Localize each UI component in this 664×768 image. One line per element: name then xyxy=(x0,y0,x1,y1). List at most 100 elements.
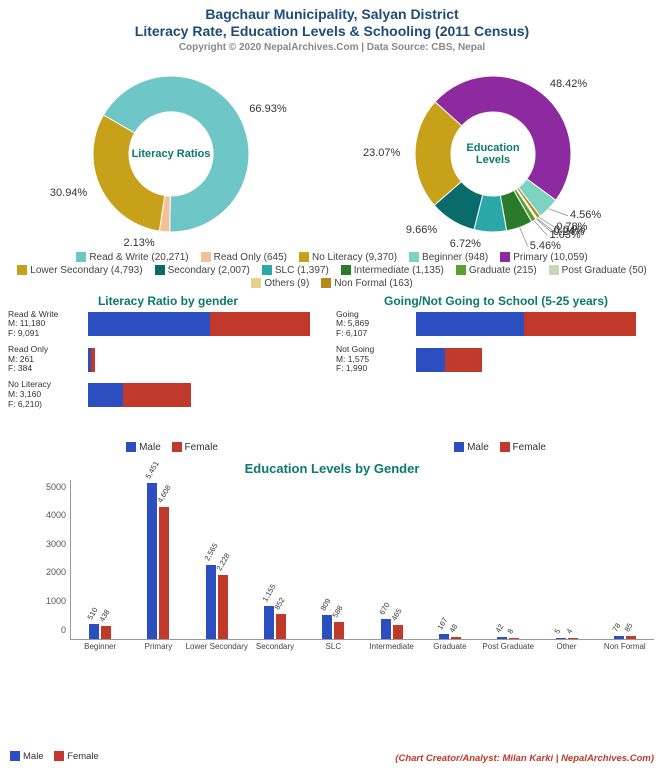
vbar-value: 42 xyxy=(494,623,506,635)
vbar-value: 809 xyxy=(319,597,333,612)
title-line-2: Literacy Rate, Education Levels & School… xyxy=(0,23,664,40)
vbar-value: 48 xyxy=(447,623,459,635)
hbar-female xyxy=(445,348,482,372)
title-block: Bagchaur Municipality, Salyan District L… xyxy=(0,0,664,55)
legend-swatch xyxy=(299,252,309,262)
vbar-male: 670 xyxy=(381,619,391,638)
hbar-male xyxy=(416,312,524,336)
hbar-left-title: Literacy Ratio by gender xyxy=(8,294,328,308)
hbar-bars xyxy=(88,312,328,336)
donut-literacy-center: Literacy Ratios xyxy=(131,148,211,160)
vbar-value: 852 xyxy=(273,596,287,611)
legend-item: SLC (1,397) xyxy=(262,265,329,276)
hbar-right: Going/Not Going to School (5-25 years) G… xyxy=(336,294,656,453)
vbar-female: 85 xyxy=(626,636,636,638)
pct-label: 5.46% xyxy=(530,240,561,252)
pct-label: 23.07% xyxy=(363,147,400,159)
hbar-label: GoingM: 5,869F: 6,107 xyxy=(336,310,416,339)
vbar-xlabel: Graduate xyxy=(433,642,466,651)
male-swatch xyxy=(10,751,20,761)
legend-swatch xyxy=(456,265,466,275)
donut-slice xyxy=(93,115,165,231)
vbar-male: 78 xyxy=(614,636,624,638)
legend-item: Graduate (215) xyxy=(456,265,537,276)
legend-item: Secondary (2,007) xyxy=(155,265,250,276)
legend-item: Lower Secondary (4,793) xyxy=(17,265,142,276)
legend-swatch xyxy=(341,265,351,275)
vbar-value: 670 xyxy=(377,601,391,616)
legend-label: Primary (10,059) xyxy=(513,252,587,263)
vbar-xlabel: Beginner xyxy=(84,642,116,651)
legend-label: Lower Secondary (4,793) xyxy=(30,265,142,276)
vbar-xlabel: Non Formal xyxy=(604,642,646,651)
vbar-group: 42 8 Post Graduate xyxy=(479,637,537,638)
vbar-female: 2,228 xyxy=(218,575,228,639)
vbar-female: 438 xyxy=(101,626,111,639)
vbar-value: 4,608 xyxy=(156,483,173,504)
vbar-female: 4,608 xyxy=(159,507,169,639)
hbar-female xyxy=(123,383,191,407)
vbar-group: 809 588 SLC xyxy=(304,615,362,638)
donut-education-center: Education Levels xyxy=(453,142,533,166)
hbar-row: Not GoingM: 1,575F: 1,990 xyxy=(336,345,656,374)
hbar-row: GoingM: 5,869F: 6,107 xyxy=(336,310,656,339)
vbar-value: 2,565 xyxy=(202,542,219,563)
vbar-xlabel: Other xyxy=(557,642,577,651)
legend-item: Intermediate (1,135) xyxy=(341,265,444,276)
hbar-male xyxy=(88,383,123,407)
donut-literacy: Literacy Ratios 66.93%2.13%30.94% xyxy=(21,59,321,249)
vbar-xlabel: SLC xyxy=(326,642,342,651)
legend-label: SLC (1,397) xyxy=(275,265,329,276)
legend-label: Read & Write (20,271) xyxy=(89,252,188,263)
hbar-female xyxy=(91,348,95,372)
hbar-bars xyxy=(88,383,328,407)
legend-swatch xyxy=(201,252,211,262)
credit-line: (Chart Creator/Analyst: Milan Karki | Ne… xyxy=(395,753,654,764)
female-swatch xyxy=(500,442,510,452)
hbar-male xyxy=(88,312,210,336)
vbar-value: 438 xyxy=(98,608,112,623)
vbar-value: 2,228 xyxy=(214,551,231,572)
vbar-male: 42 xyxy=(497,637,507,638)
title-line-1: Bagchaur Municipality, Salyan District xyxy=(0,6,664,23)
vbar-value: 4 xyxy=(564,628,574,636)
y-tick: 1000 xyxy=(46,596,66,606)
legend-item: Beginner (948) xyxy=(409,252,488,263)
hbar-male xyxy=(416,348,445,372)
legend-item: Read & Write (20,271) xyxy=(76,252,188,263)
legend-swatch xyxy=(321,278,331,288)
y-tick: 3000 xyxy=(46,539,66,549)
pct-label: 66.93% xyxy=(249,103,286,115)
male-swatch xyxy=(454,442,464,452)
vbar-xlabel: Lower Secondary xyxy=(186,642,248,651)
legend-swatch xyxy=(17,265,27,275)
bottom-legend: Male Female xyxy=(10,751,99,762)
combined-legend: Read & Write (20,271)Read Only (645)No L… xyxy=(0,249,664,294)
legend-item: Non Formal (163) xyxy=(321,278,412,289)
vbar-xlabel: Intermediate xyxy=(369,642,413,651)
vbar-value: 85 xyxy=(622,622,634,634)
hbar-row: No LiteracyM: 3,160F: 6,210) xyxy=(8,380,328,409)
mf-legend-right: Male Female xyxy=(336,442,656,453)
legend-label: Non Formal (163) xyxy=(334,278,412,289)
legend-item: No Literacy (9,370) xyxy=(299,252,397,263)
legend-swatch xyxy=(500,252,510,262)
vbar-male: 1,155 xyxy=(264,606,274,639)
vbar-male: 809 xyxy=(322,615,332,638)
y-tick: 5000 xyxy=(46,482,66,492)
legend-label: No Literacy (9,370) xyxy=(312,252,397,263)
legend-item: Post Graduate (50) xyxy=(549,265,647,276)
vbar-value: 5 xyxy=(552,628,562,636)
mf-legend-left: Male Female xyxy=(8,442,328,453)
hbar-left: Literacy Ratio by gender Read & WriteM: … xyxy=(8,294,328,453)
legend-label: Others (9) xyxy=(264,278,309,289)
vbar-male: 2,565 xyxy=(206,565,216,638)
y-tick: 0 xyxy=(61,625,66,635)
hbar-label: No LiteracyM: 3,160F: 6,210) xyxy=(8,380,88,409)
vbar-xlabel: Secondary xyxy=(256,642,294,651)
hbar-bars xyxy=(88,348,328,372)
pct-label: 9.66% xyxy=(406,224,437,236)
y-tick: 4000 xyxy=(46,510,66,520)
legend-item: Primary (10,059) xyxy=(500,252,587,263)
vbar-female: 48 xyxy=(451,637,461,638)
